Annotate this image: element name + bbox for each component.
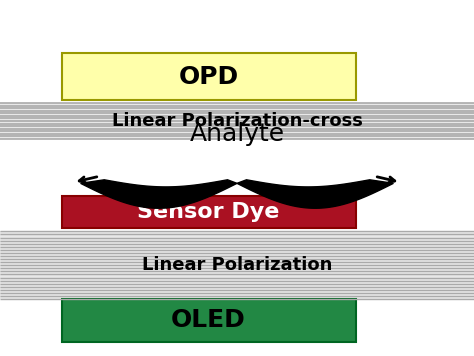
Text: Linear Polarization: Linear Polarization xyxy=(142,256,332,274)
Text: OPD: OPD xyxy=(179,64,238,89)
Bar xyxy=(0,231,474,299)
Polygon shape xyxy=(237,180,393,208)
Text: Sensor Dye: Sensor Dye xyxy=(137,202,280,222)
Polygon shape xyxy=(81,180,237,208)
FancyBboxPatch shape xyxy=(62,53,356,100)
Text: Analyte: Analyte xyxy=(190,121,284,146)
FancyBboxPatch shape xyxy=(62,299,356,342)
FancyBboxPatch shape xyxy=(62,196,356,228)
Text: OLED: OLED xyxy=(171,308,246,333)
Bar xyxy=(0,103,474,139)
Text: Linear Polarization-cross: Linear Polarization-cross xyxy=(111,112,363,130)
